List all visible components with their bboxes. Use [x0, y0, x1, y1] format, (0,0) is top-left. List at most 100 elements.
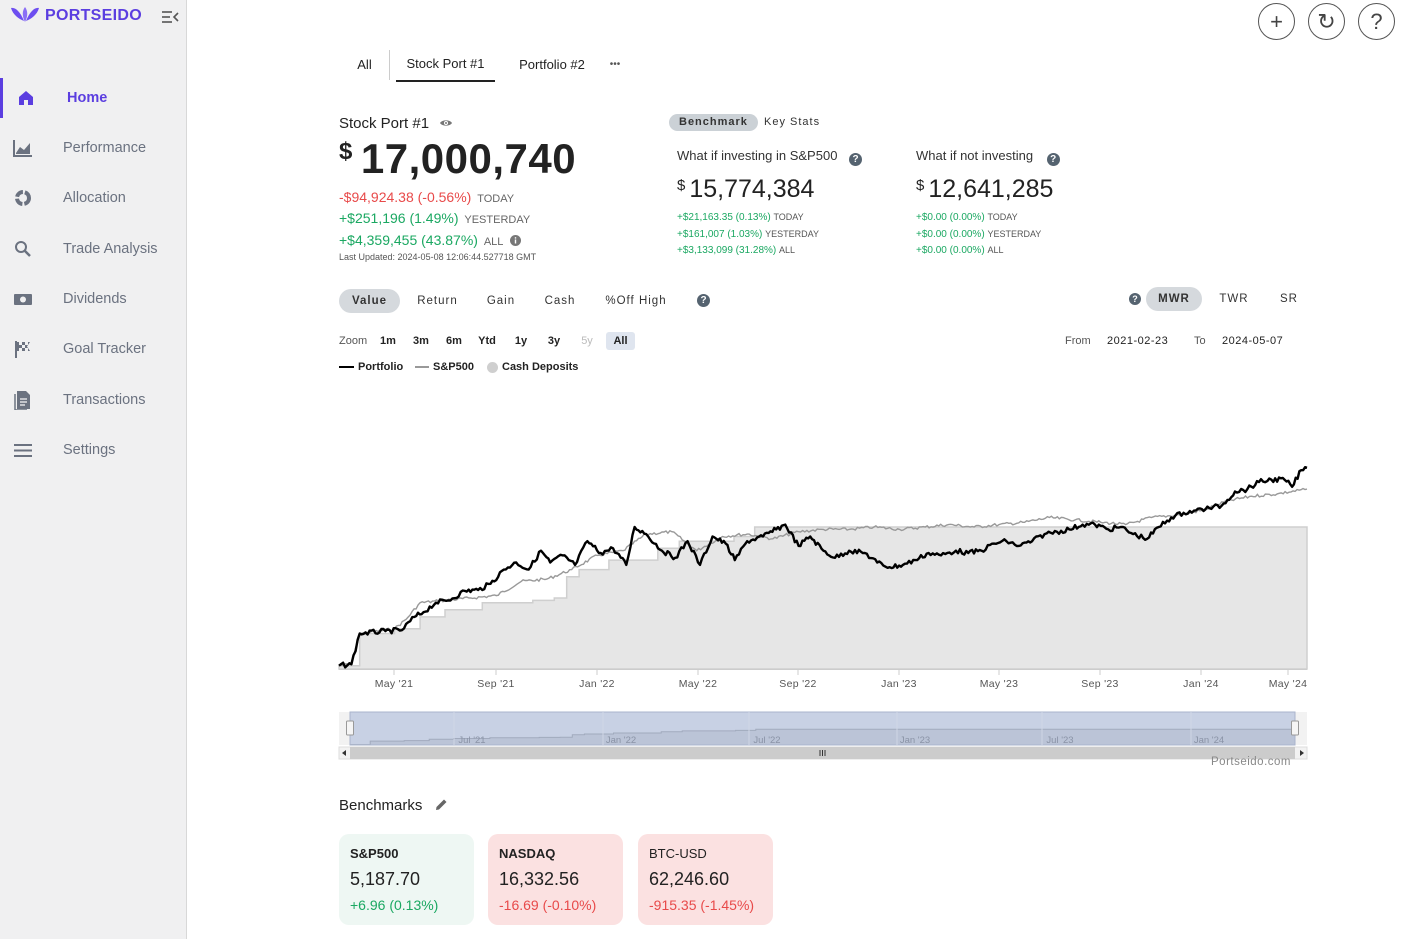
zoom-6m[interactable]: 6m [446, 335, 462, 347]
what-if-not-title: What if not investing ? [916, 148, 1060, 166]
eye-icon[interactable] [439, 118, 453, 128]
help-icon[interactable]: ? [1046, 153, 1060, 166]
zoom-ytd[interactable]: Ytd [478, 335, 496, 347]
zoom-all[interactable]: All [606, 332, 635, 350]
benchmark-card[interactable]: S&P500 5,187.70 +6.96 (0.13%) [339, 834, 474, 925]
sidebar-item-home[interactable]: Home [0, 78, 186, 118]
tab-cash[interactable]: Cash [544, 295, 576, 307]
tab-all[interactable]: All [357, 57, 372, 72]
legend-cash-deposits[interactable]: Cash Deposits [487, 361, 578, 373]
what-if-not-yesterday: +$0.00 (0.00%) YESTERDAY [916, 229, 1041, 240]
what-if-not-value-number: 12,641,285 [928, 175, 1054, 203]
info-icon[interactable] [510, 235, 522, 246]
benchmark-value: 5,187.70 [350, 869, 421, 889]
navigator-scrollbar[interactable] [338, 746, 1308, 760]
legend-sp500[interactable]: S&P500 [415, 361, 474, 373]
from-label: From [1065, 335, 1091, 347]
change-value: +$3,133,099 (31.28%) [677, 245, 777, 256]
navigator-right-handle[interactable] [1291, 720, 1299, 736]
x-tick-label: May '21 [375, 678, 414, 690]
sidebar-item-performance[interactable]: Performance [0, 128, 186, 168]
benchmark-change: +6.96 (0.13%) [350, 897, 439, 913]
tab-sr[interactable]: SR [1280, 293, 1298, 305]
add-button[interactable]: + [1258, 3, 1295, 40]
pie-icon [13, 188, 33, 208]
zoom-1m[interactable]: 1m [380, 335, 396, 347]
what-if-not-value: $12,641,285 [916, 175, 1053, 204]
to-date-input[interactable]: 2024-05-07 [1222, 335, 1284, 347]
sidebar-item-label: Trade Analysis [63, 241, 158, 257]
portfolio-value-number: 17,000,740 [360, 135, 577, 182]
what-if-sp-value: $15,774,384 [677, 175, 814, 204]
from-date-input[interactable]: 2021-02-23 [1107, 335, 1169, 347]
what-if-sp-value-number: 15,774,384 [689, 175, 815, 203]
benchmark-card[interactable]: NASDAQ 16,332.56 -16.69 (-0.10%) [488, 834, 623, 925]
change-tag: TODAY [773, 212, 804, 222]
collapse-sidebar-icon[interactable] [161, 9, 179, 30]
more-tabs-icon[interactable]: ••• [609, 59, 621, 70]
logo[interactable]: PORTSEIDO [9, 5, 142, 27]
navigator-tick-label: Jan '23 [900, 735, 930, 746]
tab-divider [389, 50, 390, 80]
benchmarks-title: Benchmarks [339, 797, 448, 814]
zoom-5y: 5y [581, 335, 593, 347]
zoom-1y[interactable]: 1y [514, 335, 528, 347]
tab-value[interactable]: Value [339, 289, 400, 313]
benchmark-change: -915.35 (-1.45%) [649, 897, 755, 913]
tab-stock-port-1[interactable]: Stock Port #1 [396, 47, 495, 82]
what-if-sp-all: +$3,133,099 (31.28%) ALL [677, 245, 795, 256]
zoom-3m[interactable]: 3m [413, 335, 429, 347]
money-icon [13, 289, 33, 309]
legend-swatch [487, 361, 498, 373]
sidebar-item-settings[interactable]: Settings [0, 430, 186, 470]
navigator-selection[interactable] [349, 711, 1296, 746]
sidebar-item-transactions[interactable]: Transactions [0, 380, 186, 420]
tab-gain[interactable]: Gain [486, 295, 516, 307]
change-tag: YESTERDAY [765, 229, 819, 239]
legend-portfolio[interactable]: Portfolio [339, 361, 403, 373]
navigator-left-handle[interactable] [346, 720, 354, 736]
tab-return[interactable]: Return [417, 295, 458, 307]
scroll-left-icon[interactable] [342, 750, 346, 756]
search-icon [13, 239, 33, 259]
help-icon[interactable]: ? [849, 153, 863, 166]
x-tick-label: May '23 [980, 678, 1019, 690]
legend-label: Cash Deposits [502, 361, 579, 373]
portfolio-name-text: Stock Port #1 [339, 115, 430, 132]
chart-icon [13, 138, 33, 158]
refresh-button[interactable]: ↻ [1308, 3, 1345, 40]
what-if-sp-yesterday: +$161,007 (1.03%) YESTERDAY [677, 229, 819, 240]
what-if-not-today: +$0.00 (0.00%) TODAY [916, 212, 1018, 223]
navigator-tick-label: Jul '22 [753, 735, 780, 746]
edit-icon[interactable] [435, 798, 448, 811]
scroll-right-icon[interactable] [1300, 750, 1304, 756]
sidebar-item-goal-tracker[interactable]: Goal Tracker [0, 329, 186, 369]
help-icon[interactable]: ? [1129, 293, 1141, 305]
what-if-not-title-text: What if not investing [916, 148, 1034, 163]
tab-mwr[interactable]: MWR [1146, 287, 1202, 311]
change-tag: YESTERDAY [987, 229, 1042, 239]
benchmark-card[interactable]: BTC-USD 62,246.60 -915.35 (-1.45%) [638, 834, 773, 925]
tab-twr[interactable]: TWR [1219, 293, 1249, 305]
sidebar-item-allocation[interactable]: Allocation [0, 178, 186, 218]
tab-off-high[interactable]: %Off High [605, 295, 667, 307]
sidebar-item-label: Performance [63, 140, 147, 156]
sidebar-item-dividends[interactable]: Dividends [0, 279, 186, 319]
scrollbar-grip-icon[interactable] [819, 750, 826, 756]
help-icon: ? [1370, 8, 1383, 34]
navigator-tick-label: Jan '22 [606, 735, 636, 746]
tab-key-stats[interactable]: Key Stats [764, 116, 821, 128]
x-tick-label: Sep '21 [477, 678, 514, 690]
tab-portfolio-2[interactable]: Portfolio #2 [519, 57, 585, 72]
navigator-tick-label: Jan '24 [1194, 735, 1224, 746]
sidebar-item-trade-analysis[interactable]: Trade Analysis [0, 229, 186, 269]
chart-credit: Portseido.com [1211, 756, 1292, 768]
document-icon [13, 390, 33, 411]
help-button[interactable]: ? [1358, 3, 1395, 40]
help-icon[interactable]: ? [697, 294, 710, 307]
tab-benchmark[interactable]: Benchmark [669, 114, 758, 131]
legend-label: Portfolio [358, 361, 404, 373]
navigator-scrollbar-thumb[interactable] [350, 747, 1295, 759]
zoom-3y[interactable]: 3y [547, 335, 561, 347]
sidebar-item-label: Transactions [63, 392, 146, 408]
